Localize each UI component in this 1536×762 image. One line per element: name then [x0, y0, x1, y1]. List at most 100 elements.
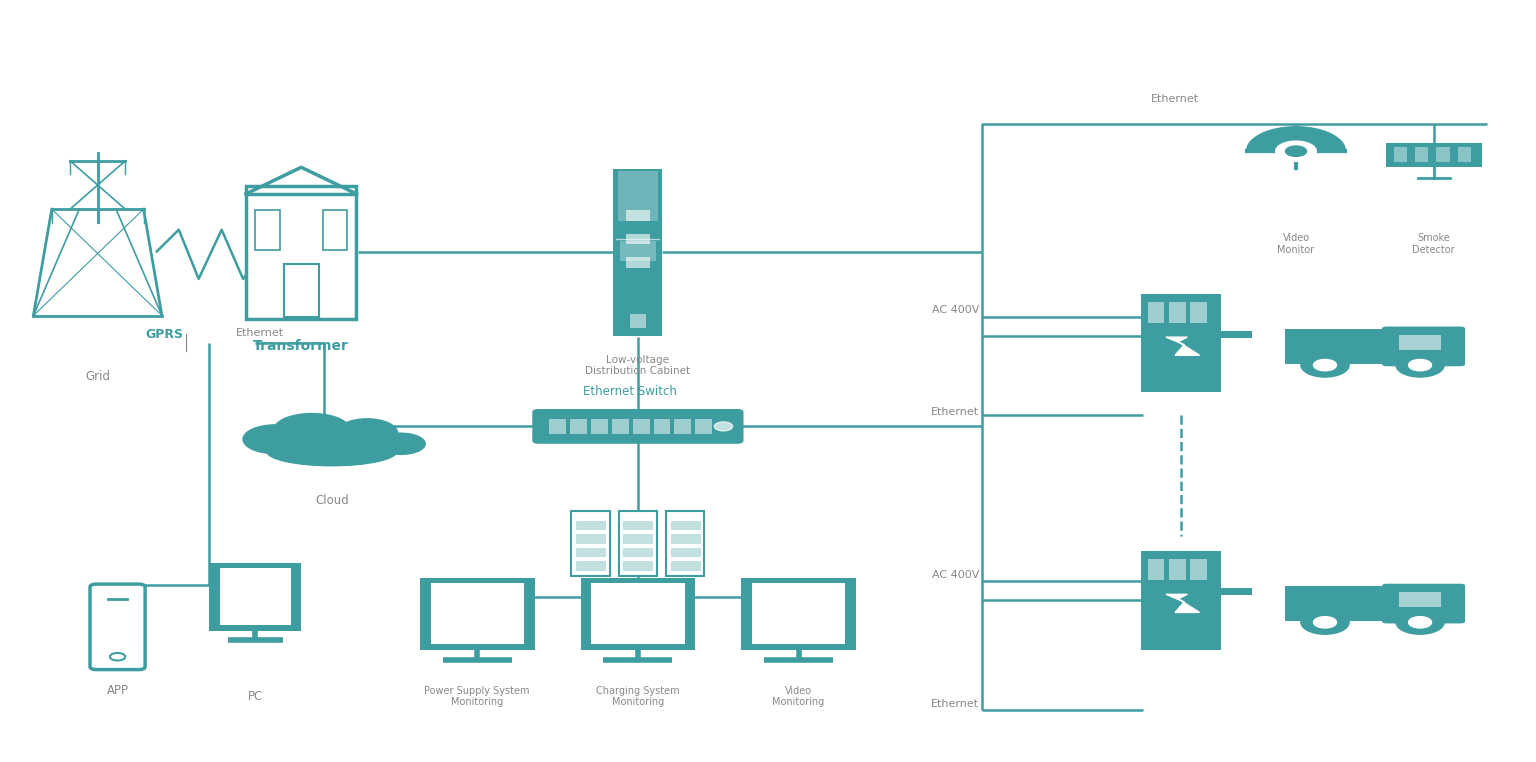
- Bar: [1221, 331, 1252, 338]
- FancyBboxPatch shape: [91, 584, 144, 670]
- Bar: [671, 534, 700, 543]
- Circle shape: [1409, 360, 1432, 371]
- Text: Video
Monitoring: Video Monitoring: [773, 686, 825, 707]
- Text: Smoke
Detector: Smoke Detector: [1413, 233, 1455, 255]
- Circle shape: [1396, 610, 1444, 634]
- Bar: [1190, 559, 1207, 580]
- Text: Transformer: Transformer: [253, 339, 349, 354]
- Bar: [1190, 302, 1207, 323]
- Text: GPRS: GPRS: [146, 328, 183, 341]
- Circle shape: [111, 653, 126, 661]
- Bar: [576, 562, 605, 570]
- Bar: [1147, 302, 1164, 323]
- Ellipse shape: [273, 414, 350, 447]
- Bar: [1284, 329, 1387, 364]
- Text: Cloud: Cloud: [315, 495, 349, 507]
- Bar: [209, 562, 301, 631]
- Bar: [613, 169, 662, 335]
- Bar: [619, 241, 656, 261]
- Bar: [1169, 302, 1186, 323]
- Bar: [1284, 586, 1387, 621]
- FancyBboxPatch shape: [533, 409, 743, 443]
- Bar: [1141, 551, 1221, 649]
- Bar: [1284, 616, 1461, 621]
- Text: Video
Monitor: Video Monitor: [1278, 233, 1315, 255]
- FancyBboxPatch shape: [1382, 327, 1465, 367]
- Text: PC: PC: [247, 690, 263, 703]
- Bar: [667, 511, 705, 576]
- Bar: [671, 548, 700, 556]
- Bar: [619, 511, 657, 576]
- Text: Ethernet: Ethernet: [931, 408, 980, 418]
- Circle shape: [1313, 360, 1336, 371]
- Bar: [696, 418, 713, 434]
- Bar: [624, 562, 653, 570]
- Text: Grid: Grid: [84, 370, 111, 383]
- Bar: [617, 171, 657, 221]
- Circle shape: [1301, 610, 1349, 634]
- Bar: [1221, 588, 1252, 595]
- Bar: [624, 520, 653, 529]
- Bar: [1141, 294, 1221, 392]
- Bar: [674, 418, 691, 434]
- Bar: [654, 418, 670, 434]
- Bar: [591, 583, 685, 644]
- Circle shape: [714, 422, 733, 431]
- Circle shape: [1409, 616, 1432, 628]
- Ellipse shape: [336, 419, 398, 447]
- Text: Power Supply System
Monitoring: Power Supply System Monitoring: [424, 686, 530, 707]
- Bar: [1458, 148, 1471, 162]
- Bar: [624, 548, 653, 556]
- Bar: [570, 418, 587, 434]
- Polygon shape: [1166, 337, 1200, 355]
- Bar: [1169, 559, 1186, 580]
- Text: AC 400V: AC 400V: [932, 306, 980, 315]
- Bar: [576, 548, 605, 556]
- Bar: [630, 315, 645, 328]
- Bar: [220, 568, 290, 626]
- Text: Ethernet Switch: Ethernet Switch: [584, 385, 677, 398]
- Text: Ethernet: Ethernet: [1150, 94, 1198, 104]
- Ellipse shape: [243, 425, 307, 453]
- Text: Ethernet: Ethernet: [235, 328, 284, 338]
- Bar: [1393, 148, 1407, 162]
- Bar: [625, 210, 650, 221]
- Bar: [550, 418, 565, 434]
- Bar: [1385, 143, 1482, 168]
- Bar: [742, 578, 856, 649]
- FancyBboxPatch shape: [1382, 584, 1465, 623]
- Bar: [419, 578, 535, 649]
- Bar: [255, 210, 280, 250]
- Text: AC 400V: AC 400V: [932, 570, 980, 580]
- Bar: [633, 418, 650, 434]
- Circle shape: [1286, 146, 1307, 156]
- Bar: [576, 520, 605, 529]
- Bar: [1147, 559, 1164, 580]
- Circle shape: [1313, 616, 1336, 628]
- Bar: [1399, 335, 1441, 350]
- Ellipse shape: [267, 437, 396, 466]
- Text: Charging System
Monitoring: Charging System Monitoring: [596, 686, 680, 707]
- Circle shape: [1301, 354, 1349, 377]
- Bar: [576, 534, 605, 543]
- Bar: [624, 534, 653, 543]
- Polygon shape: [1166, 594, 1200, 613]
- Ellipse shape: [376, 433, 425, 454]
- Circle shape: [1396, 354, 1444, 377]
- Bar: [1399, 592, 1441, 607]
- Bar: [591, 418, 608, 434]
- Bar: [571, 511, 610, 576]
- Text: Ethernet: Ethernet: [931, 699, 980, 709]
- Bar: [625, 257, 650, 267]
- Bar: [753, 583, 845, 644]
- Bar: [611, 418, 628, 434]
- Bar: [581, 578, 696, 649]
- Bar: [284, 264, 319, 317]
- Bar: [1284, 358, 1461, 364]
- Bar: [1436, 148, 1450, 162]
- Circle shape: [1276, 141, 1316, 162]
- Wedge shape: [1247, 126, 1346, 151]
- Bar: [430, 583, 524, 644]
- Bar: [246, 186, 356, 319]
- Bar: [625, 234, 650, 245]
